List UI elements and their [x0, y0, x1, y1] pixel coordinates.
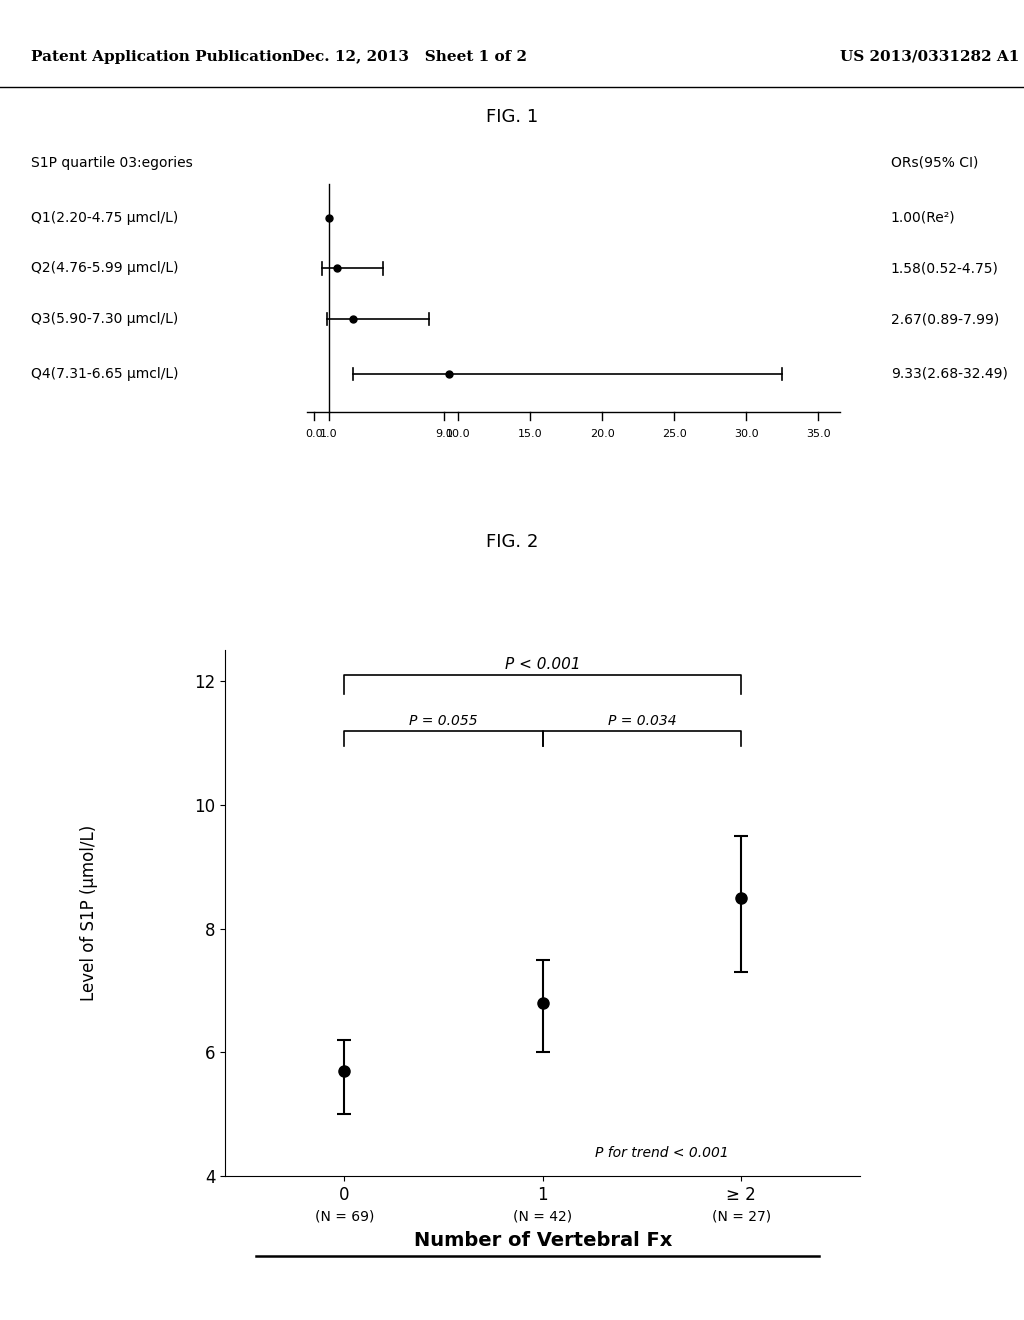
Text: Number of Vertebral Fx: Number of Vertebral Fx — [414, 1232, 672, 1250]
Text: Patent Application Publication: Patent Application Publication — [31, 50, 293, 63]
Text: 25.0: 25.0 — [662, 429, 686, 438]
Text: 1.58(0.52-4.75): 1.58(0.52-4.75) — [891, 261, 998, 276]
Text: 9.33(2.68-32.49): 9.33(2.68-32.49) — [891, 367, 1008, 381]
Text: 9.0: 9.0 — [435, 429, 453, 438]
Text: US 2013/0331282 A1: US 2013/0331282 A1 — [840, 50, 1019, 63]
Text: FIG. 1: FIG. 1 — [485, 108, 539, 125]
Text: Q2(4.76-5.99 μmcl/L): Q2(4.76-5.99 μmcl/L) — [31, 261, 178, 276]
Text: 30.0: 30.0 — [734, 429, 759, 438]
Text: Q1(2.20-4.75 μmcl/L): Q1(2.20-4.75 μmcl/L) — [31, 211, 178, 224]
Text: Q4(7.31-6.65 μmcl/L): Q4(7.31-6.65 μmcl/L) — [31, 367, 178, 381]
Text: S1P quartile 03:egories: S1P quartile 03:egories — [31, 156, 193, 170]
Text: ORs(95% CI): ORs(95% CI) — [891, 156, 978, 170]
Text: Dec. 12, 2013   Sheet 1 of 2: Dec. 12, 2013 Sheet 1 of 2 — [292, 50, 527, 63]
Text: 0.0: 0.0 — [305, 429, 324, 438]
Text: 20.0: 20.0 — [590, 429, 614, 438]
Text: Q3(5.90-7.30 μmcl/L): Q3(5.90-7.30 μmcl/L) — [31, 312, 178, 326]
Text: 1.0: 1.0 — [319, 429, 338, 438]
Text: 1.00(Re²): 1.00(Re²) — [891, 211, 955, 224]
Text: 2.67(0.89-7.99): 2.67(0.89-7.99) — [891, 312, 999, 326]
Text: FIG. 2: FIG. 2 — [485, 533, 539, 550]
Text: 15.0: 15.0 — [518, 429, 543, 438]
Text: 35.0: 35.0 — [806, 429, 830, 438]
Text: 10.0: 10.0 — [446, 429, 471, 438]
